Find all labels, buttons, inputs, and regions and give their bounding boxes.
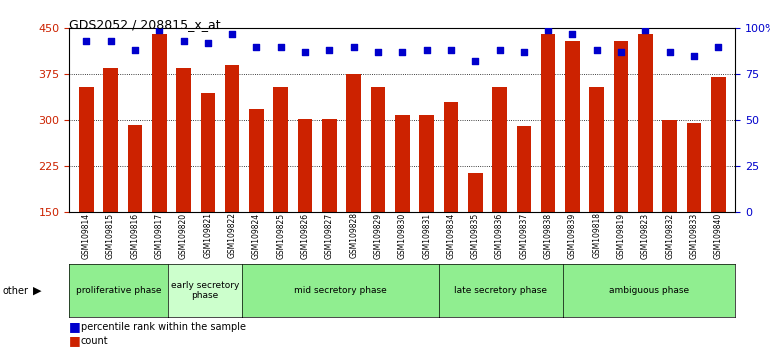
Bar: [492, 87, 507, 212]
Bar: [298, 119, 313, 212]
Point: [542, 27, 554, 33]
Bar: [687, 124, 701, 212]
Bar: [541, 34, 555, 212]
Bar: [322, 119, 336, 212]
Bar: [152, 34, 166, 212]
Point: [469, 59, 481, 64]
Point: [275, 44, 287, 50]
Point: [105, 38, 117, 44]
Point: [202, 40, 214, 46]
Point: [80, 38, 92, 44]
Bar: [468, 172, 483, 212]
Text: ■: ■: [69, 334, 81, 347]
Point: [639, 27, 651, 33]
Point: [566, 31, 578, 37]
Point: [299, 50, 311, 55]
Bar: [420, 115, 434, 212]
Text: GDS2052 / 208815_x_at: GDS2052 / 208815_x_at: [69, 18, 221, 31]
Text: other: other: [2, 286, 28, 296]
Text: ▶: ▶: [33, 286, 42, 296]
Bar: [711, 78, 725, 212]
Bar: [590, 87, 604, 212]
Point: [129, 47, 141, 53]
Bar: [225, 65, 239, 212]
Bar: [200, 93, 215, 212]
Text: proliferative phase: proliferative phase: [76, 286, 162, 295]
Point: [591, 47, 603, 53]
Point: [177, 38, 189, 44]
Bar: [565, 41, 580, 212]
Point: [347, 44, 360, 50]
Point: [397, 50, 409, 55]
Bar: [176, 68, 191, 212]
Text: ■: ■: [69, 320, 81, 333]
Bar: [444, 102, 458, 212]
Point: [323, 47, 336, 53]
Bar: [346, 74, 361, 212]
Bar: [79, 87, 94, 212]
Bar: [517, 126, 531, 212]
Point: [445, 47, 457, 53]
Bar: [370, 87, 385, 212]
Text: late secretory phase: late secretory phase: [454, 286, 547, 295]
Bar: [103, 68, 118, 212]
Text: early secretory
phase: early secretory phase: [171, 281, 239, 300]
Point: [420, 47, 433, 53]
Bar: [249, 109, 264, 212]
Point: [712, 44, 725, 50]
Bar: [638, 34, 653, 212]
Point: [226, 31, 239, 37]
Point: [517, 50, 530, 55]
Point: [664, 50, 676, 55]
Bar: [128, 125, 142, 212]
Bar: [395, 115, 410, 212]
Text: ambiguous phase: ambiguous phase: [609, 286, 689, 295]
Bar: [662, 120, 677, 212]
Point: [372, 50, 384, 55]
Text: percentile rank within the sample: percentile rank within the sample: [81, 322, 246, 332]
Text: mid secretory phase: mid secretory phase: [294, 286, 387, 295]
Point: [494, 47, 506, 53]
Point: [615, 50, 628, 55]
Bar: [273, 87, 288, 212]
Bar: [614, 41, 628, 212]
Point: [153, 27, 166, 33]
Point: [688, 53, 700, 59]
Text: count: count: [81, 336, 109, 346]
Point: [250, 44, 263, 50]
